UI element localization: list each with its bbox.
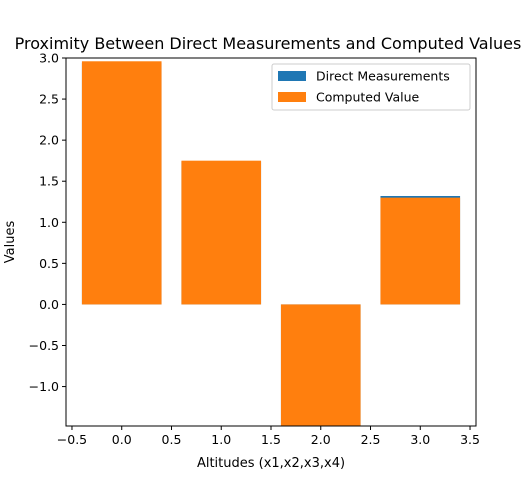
x-tick-label: 1.0 <box>211 432 231 447</box>
x-tick-label: 1.5 <box>261 432 281 447</box>
x-tick-label: 2.5 <box>361 432 381 447</box>
bar-series-2-x3 <box>281 304 361 426</box>
y-tick-label: −0.5 <box>29 338 59 353</box>
legend-swatch <box>278 92 306 102</box>
x-axis-label: Altitudes (x1,x2,x3,x4) <box>197 456 345 471</box>
y-tick-label: 0.0 <box>39 297 59 312</box>
y-tick-label: 1.0 <box>39 215 59 230</box>
x-tick-label: 0.5 <box>162 432 182 447</box>
y-tick-label: 0.5 <box>39 256 59 271</box>
bars <box>82 61 460 426</box>
legend-label: Direct Measurements <box>316 69 450 84</box>
y-tick-label: 1.5 <box>39 174 59 189</box>
x-tick-label: 0.0 <box>112 432 132 447</box>
legend-swatch <box>278 71 306 81</box>
chart-title: Proximity Between Direct Measurements an… <box>15 34 522 53</box>
y-tick-label: 3.0 <box>39 51 59 66</box>
x-tick-label: 3.0 <box>410 432 430 447</box>
bar-series-2-x2 <box>181 161 261 305</box>
legend-label: Computed Value <box>316 90 420 105</box>
x-tick-label: 3.5 <box>460 432 480 447</box>
y-tick-label: −1.0 <box>29 379 59 394</box>
y-tick-label: 2.5 <box>39 92 59 107</box>
x-tick-label: −0.5 <box>57 432 87 447</box>
y-tick-label: 2.0 <box>39 133 59 148</box>
legend: Direct Measurements Computed Value <box>272 64 470 110</box>
y-axis-label: Values <box>3 221 18 264</box>
bar-series-2-x4 <box>380 198 460 305</box>
bar-series-2-x1 <box>82 61 162 304</box>
x-tick-label: 2.0 <box>311 432 331 447</box>
